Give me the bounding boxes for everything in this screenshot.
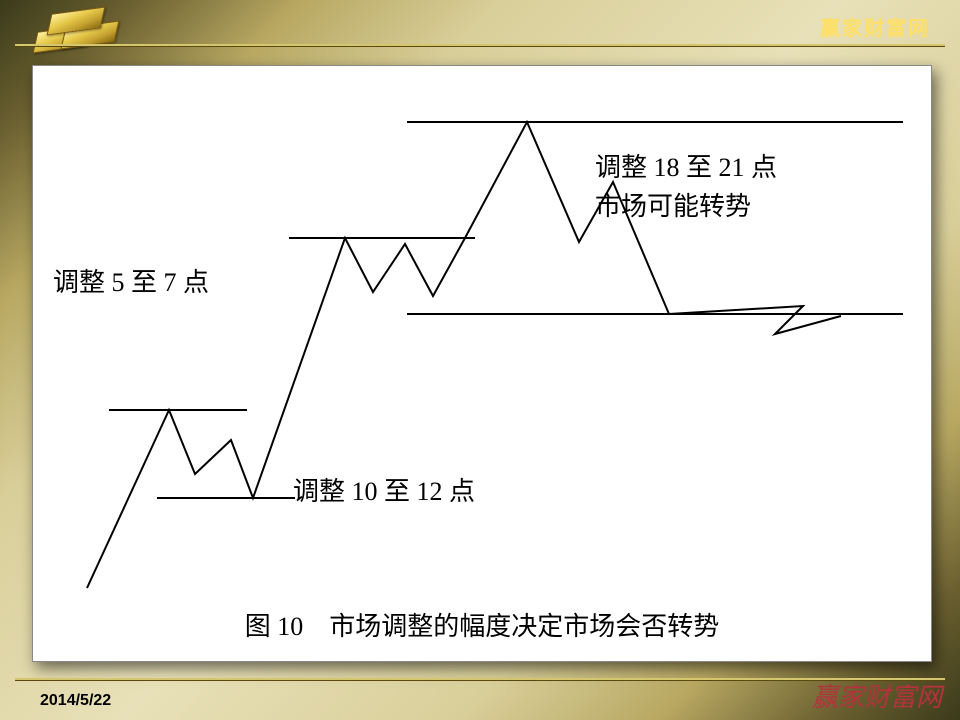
chart-svg — [33, 66, 931, 661]
brand-top: 赢家财富网 — [820, 12, 930, 41]
label-top-line1: 调整 18 至 21 点 — [595, 153, 777, 182]
label-adjust-5-7: 调整 5 至 7 点 — [53, 262, 209, 299]
label-adjust-18-21: 调整 18 至 21 点 市场可能转势 — [595, 148, 777, 226]
bottom-divider — [15, 678, 945, 680]
brand-bottom: 赢家财富网 — [812, 677, 942, 714]
label-top-line2: 市场可能转势 — [595, 192, 751, 221]
slide: 赢家财富网 调整 5 至 7 点 调整 10 至 12 点 调整 18 至 21… — [0, 0, 960, 720]
figure-caption: 图 10 市场调整的幅度决定市场会否转势 — [33, 606, 931, 643]
label-adjust-10-12: 调整 10 至 12 点 — [293, 471, 475, 508]
chart-panel: 调整 5 至 7 点 调整 10 至 12 点 调整 18 至 21 点 市场可… — [32, 65, 932, 662]
top-divider — [15, 44, 945, 46]
slide-date: 2014/5/22 — [40, 692, 111, 710]
